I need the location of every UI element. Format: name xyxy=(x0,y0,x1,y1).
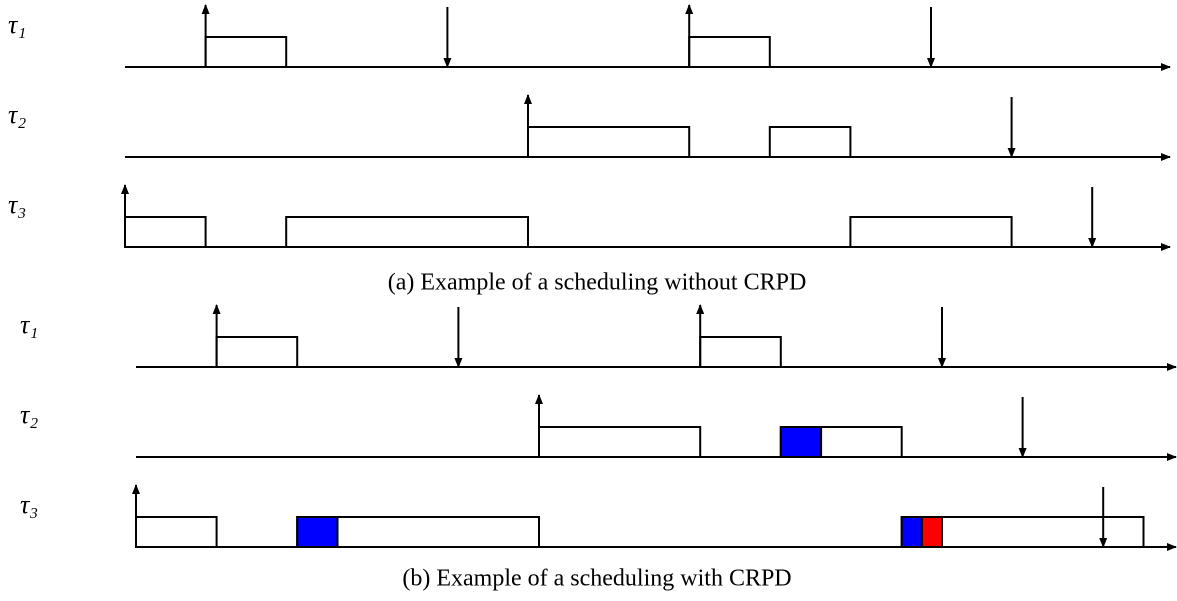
task-label: τ₃ xyxy=(8,190,26,219)
caption: (b) Example of a scheduling with CRPD xyxy=(402,566,791,592)
job-box xyxy=(688,36,771,68)
job-box xyxy=(215,336,299,368)
job-box xyxy=(204,36,288,68)
crpd-block xyxy=(779,426,823,458)
job-box xyxy=(527,126,691,158)
job-box xyxy=(849,216,1013,248)
job-box xyxy=(124,216,207,248)
job-box xyxy=(538,426,702,458)
job-box xyxy=(135,516,218,548)
crpd-block xyxy=(920,516,943,548)
crpd-block xyxy=(296,516,339,548)
crpd-block xyxy=(900,516,923,548)
task-label: τ₂ xyxy=(8,100,26,129)
job-box xyxy=(768,126,852,158)
caption: (a) Example of a scheduling without CRPD xyxy=(388,270,807,296)
job-box xyxy=(699,336,782,368)
task-label: τ₁ xyxy=(8,10,26,39)
job-box xyxy=(285,216,530,248)
task-label: τ₁ xyxy=(20,310,38,339)
task-label: τ₃ xyxy=(20,490,38,519)
task-label: τ₂ xyxy=(20,400,38,429)
